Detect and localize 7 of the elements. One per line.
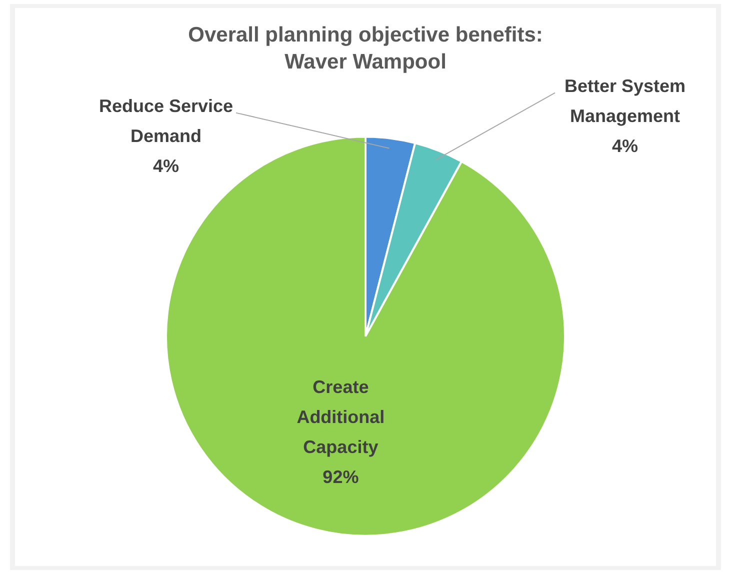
data-label: 4% [612,136,638,156]
data-label: 4% [152,156,180,176]
slice-label: Reduce Service Demand [98,96,234,146]
data-label: 92% [322,466,359,487]
slice-label: Better System Management [564,76,686,126]
chart-title: Overall planning objective benefits: Waver Wampool [188,23,543,74]
slice-label: Create Additional Capacity [296,376,385,457]
